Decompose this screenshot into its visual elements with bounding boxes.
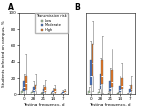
Bar — [101, 60, 103, 84]
Bar — [51, 93, 52, 94]
Bar — [52, 91, 54, 93]
Bar — [109, 81, 111, 91]
Bar — [108, 93, 109, 94]
Bar — [21, 91, 23, 94]
Bar — [92, 44, 93, 76]
Bar — [100, 74, 101, 89]
Legend: Low, Moderate, High: Low, Moderate, High — [35, 13, 68, 33]
Bar — [43, 89, 44, 93]
Bar — [119, 86, 121, 92]
Bar — [35, 85, 36, 91]
Bar — [44, 87, 46, 92]
Bar — [121, 78, 123, 89]
Bar — [98, 92, 100, 94]
Text: B: B — [75, 3, 80, 12]
Bar — [111, 70, 113, 87]
Bar — [90, 60, 92, 85]
Bar — [33, 87, 35, 92]
Bar — [117, 93, 119, 94]
X-axis label: Testing frequency, d: Testing frequency, d — [90, 103, 131, 106]
Bar — [41, 93, 43, 94]
X-axis label: Testing frequency, d: Testing frequency, d — [23, 103, 64, 106]
Bar — [130, 85, 132, 91]
Bar — [129, 89, 130, 93]
Text: A: A — [8, 3, 14, 12]
Bar — [64, 91, 66, 93]
Y-axis label: Students infected on campus, %: Students infected on campus, % — [2, 20, 6, 87]
Bar — [23, 81, 25, 91]
Bar — [31, 92, 33, 94]
Bar — [25, 76, 27, 90]
Bar — [88, 91, 90, 94]
Bar — [62, 92, 64, 94]
Bar — [54, 89, 56, 93]
